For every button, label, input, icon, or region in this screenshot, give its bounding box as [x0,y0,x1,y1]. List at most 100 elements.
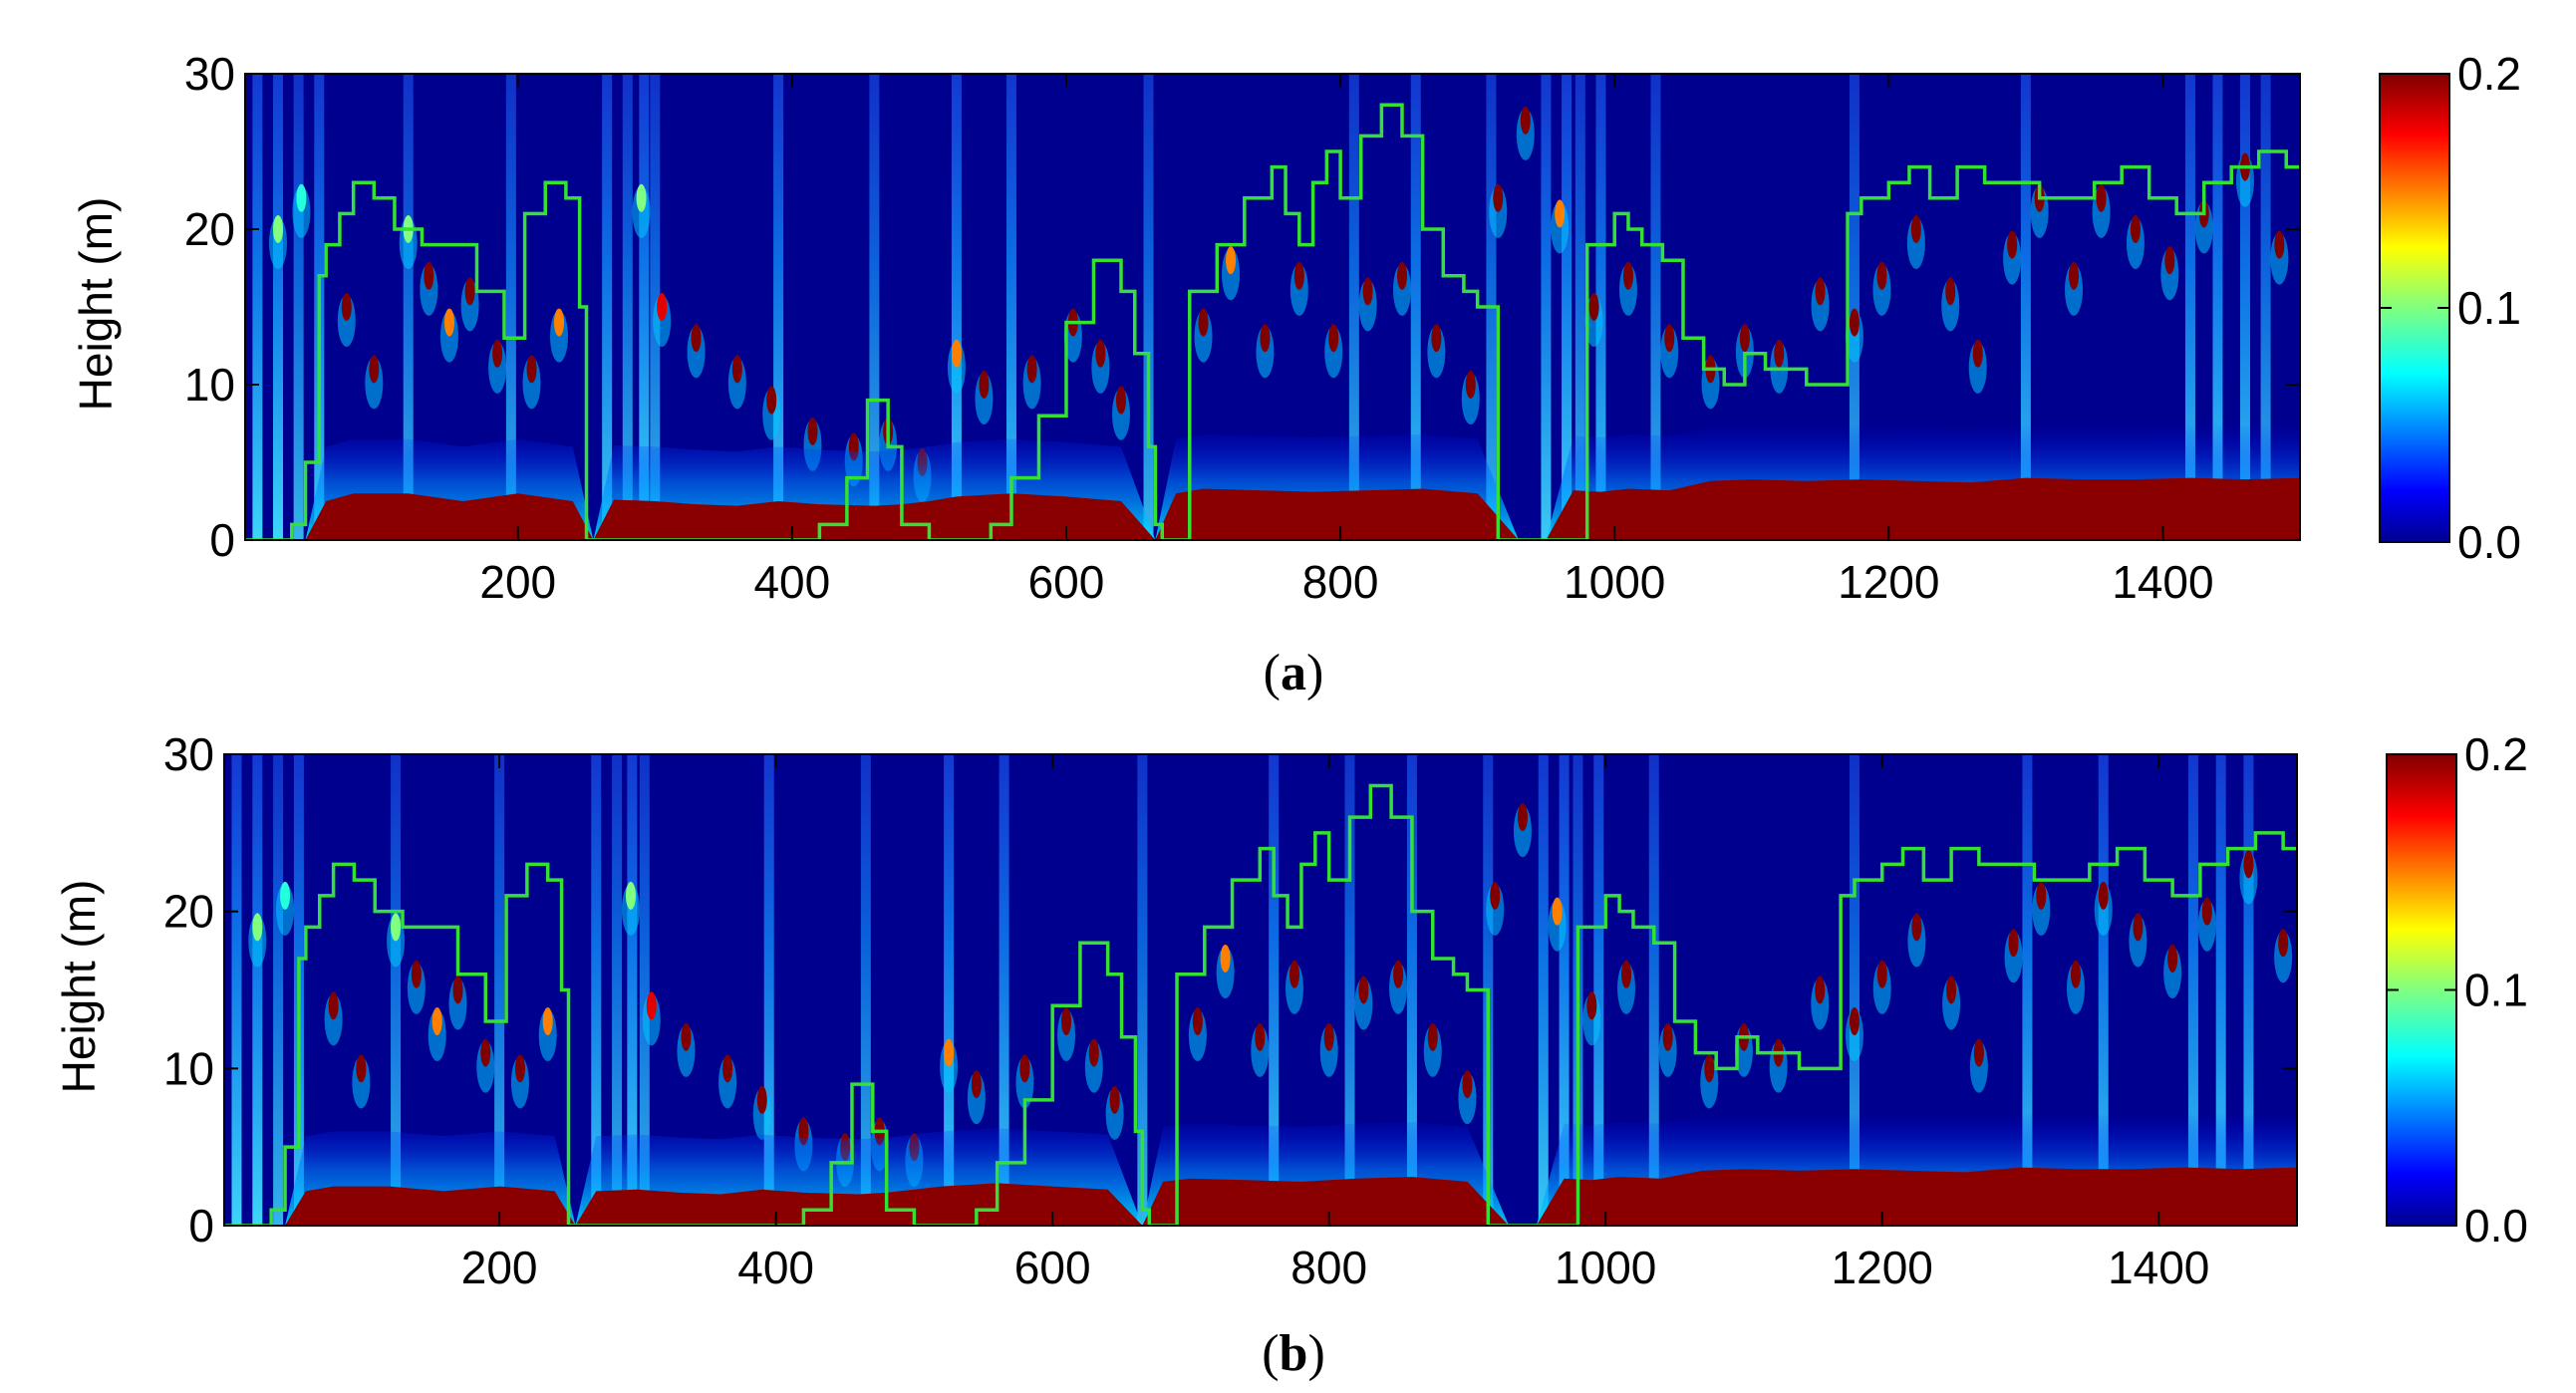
y-axis-title-b: Height (m) [53,880,105,1094]
hotspot-b-14 [722,1054,733,1083]
streak-a-2 [293,74,304,540]
streak-a-12 [951,74,962,540]
hotspot-b-27 [1220,944,1231,973]
hotspot-a-20 [951,339,962,368]
streak-a-14 [1143,74,1154,540]
hotspot-b-48 [1946,975,1957,1004]
panel-a: 200 400 600 800 1000 1200 1400 0 10 20 30 Height … [70,48,2521,701]
streak-b-17 [1406,754,1417,1226]
hotspot-b-28 [1255,1022,1266,1051]
hotspot-b-21 [971,1070,982,1099]
streak-a-10 [773,74,784,540]
streak-b-24 [1849,754,1860,1226]
y-tick-label-b-1: 10 [163,1042,214,1094]
hotspot-a-44 [1815,277,1826,306]
panel-label-b: (b) [1262,1325,1325,1382]
hotspot-a-50 [2007,230,2018,259]
hotspot-a-43 [1774,339,1785,368]
hotspot-a-29 [1293,261,1304,290]
streak-a-23 [1849,74,1860,540]
streak-a-27 [2239,74,2250,540]
hotspot-b-31 [1358,975,1369,1004]
hotspot-a-7 [464,277,475,306]
streak-a-7 [622,74,633,540]
hotspot-b-54 [2133,913,2144,942]
hotspot-a-2 [341,293,352,321]
hotspot-b-13 [681,1022,692,1051]
x-ticks-a: 200 400 600 800 1000 1200 1400 [479,74,2214,608]
hotspot-b-41 [1704,1054,1715,1083]
streak-b-16 [1344,754,1355,1226]
x-tick-label-a-2: 600 [1028,556,1105,608]
hotspot-a-42 [1739,324,1750,353]
colorbar-tick-label-a-2: 0.2 [2457,48,2521,100]
streak-b-12 [944,754,955,1226]
streak-b-23 [1648,754,1659,1226]
hotspot-b-12 [646,991,657,1020]
hotspot-b-3 [356,1054,367,1083]
hotspot-b-57 [2243,850,2254,879]
y-tick-label-a-1: 10 [184,359,235,411]
x-tick-label-a-3: 800 [1302,556,1379,608]
hotspot-a-9 [526,355,537,384]
hotspot-b-33 [1427,1022,1438,1051]
hotspot-a-31 [1362,277,1373,306]
hotspot-b-53 [2098,881,2109,910]
surface-b [224,1112,2297,1226]
hotspot-b-56 [2201,897,2212,926]
hotspot-b-34 [1462,1070,1473,1099]
hotspot-a-1 [296,183,307,212]
hotspot-b-24 [1088,1038,1099,1067]
hotspot-b-4 [391,913,402,942]
hotspot-b-52 [2070,960,2081,988]
x-tick-label-a-0: 200 [479,556,556,608]
hotspot-b-20 [944,1038,955,1067]
hotspot-b-49 [1973,1038,1984,1067]
streak-b-5 [494,754,505,1226]
hotspot-a-12 [657,293,668,321]
hotspot-b-2 [328,991,339,1020]
streak-b-19 [1538,754,1549,1226]
streak-a-20 [1574,74,1585,540]
streak-b-6 [591,754,602,1226]
streak-a-16 [1410,74,1421,540]
hotspot-b-36 [1517,803,1528,832]
hotspot-a-27 [1226,246,1237,275]
hotspot-a-0 [273,215,284,243]
hotspot-a-10 [554,308,565,337]
x-tick-label-b-4: 1000 [1555,1242,1656,1293]
hotspot-b-8 [480,1038,491,1067]
x-tick-label-a-6: 1400 [2112,556,2213,608]
streak-a-0 [252,74,263,540]
streak-a-22 [1650,74,1661,540]
hotspot-a-32 [1396,261,1407,290]
streak-b-25 [2022,754,2033,1226]
panel-label-a: (a) [1264,645,1324,701]
hotspot-a-52 [2069,261,2080,290]
hotspot-b-23 [1061,1007,1072,1036]
hotspot-b-9 [514,1054,525,1083]
hotspot-b-11 [625,881,636,910]
hotspot-a-33 [1431,324,1442,353]
hotspot-b-39 [1621,960,1632,988]
hotspot-a-35 [1493,183,1504,212]
hotspot-b-46 [1876,960,1887,988]
x-tick-label-b-2: 600 [1014,1242,1091,1293]
hotspot-b-25 [1109,1085,1120,1114]
hotspot-a-26 [1198,308,1209,337]
streak-a-25 [2184,74,2195,540]
hotspot-b-26 [1192,1007,1203,1036]
height-line-a [245,103,2300,540]
x-tick-label-b-3: 800 [1290,1242,1367,1293]
hotspot-b-29 [1288,960,1299,988]
hotspot-b-44 [1815,975,1826,1004]
y-tick-label-a-2: 20 [184,203,235,255]
streak-a-15 [1348,74,1359,540]
streak-a-26 [2212,74,2223,540]
hotspot-b-55 [2167,944,2178,973]
hotspot-b-35 [1490,881,1501,910]
hotspot-a-25 [1115,386,1126,415]
colorbar-tick-label-a-0: 0.0 [2457,516,2521,568]
x-tick-label-b-6: 1400 [2108,1242,2209,1293]
